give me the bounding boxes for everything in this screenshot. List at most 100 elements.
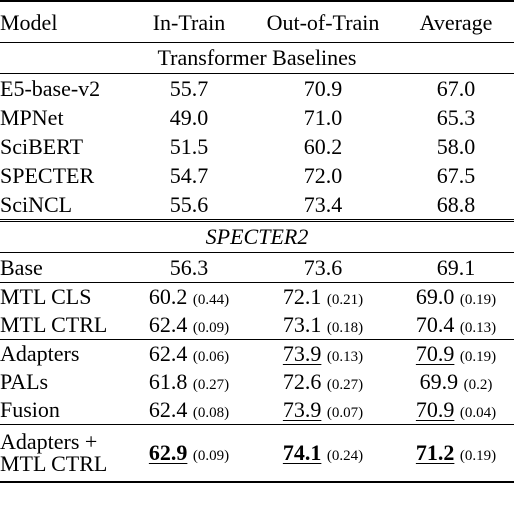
table-row: E5-base-v2 55.7 70.9 67.0 [0, 74, 514, 104]
section-header-specter2: SPECTER2 [0, 219, 514, 253]
table-row: MTL CLS 60.2 (0.44) 72.1 (0.21) 69.0 (0.… [0, 283, 514, 312]
out-of-train-cell: 72.1 (0.21) [248, 283, 398, 312]
header-row: Model In-Train Out-of-Train Average [0, 0, 514, 43]
section-title: Transformer Baselines [0, 42, 514, 74]
in-train-cell: 60.2 (0.44) [130, 283, 248, 312]
in-train-value: 56.3 [130, 252, 248, 283]
average-cell: 71.2 (0.19) [398, 424, 514, 483]
header-in-train: In-Train [130, 0, 248, 43]
average-value: 69.0 [415, 284, 455, 309]
out-of-train-std: (0.13) [326, 349, 364, 365]
out-of-train-value: 72.6 [282, 369, 322, 394]
in-train-value: 60.2 [148, 284, 188, 309]
table-row: Fusion 62.4 (0.08) 73.9 (0.07) 70.9 (0.0… [0, 396, 514, 425]
out-of-train-value: 73.6 [248, 252, 398, 283]
average-cell: 70.4 (0.13) [398, 311, 514, 340]
average-value: 67.5 [436, 162, 476, 188]
out-of-train-value: 72.0 [303, 162, 343, 188]
model-name: Fusion [0, 396, 130, 425]
out-of-train-value: 73.9 [282, 397, 322, 422]
average-value: 65.3 [436, 104, 476, 130]
model-name: SciBERT [0, 133, 84, 159]
out-of-train-value: 74.1 [282, 440, 322, 465]
out-of-train-value: 60.2 [303, 133, 343, 159]
in-train-value: 49.0 [169, 104, 209, 130]
in-train-value: 54.7 [169, 162, 209, 188]
section-title: SPECTER2 [0, 219, 514, 253]
in-train-value: 55.6 [169, 191, 209, 217]
out-of-train-std: (0.07) [326, 405, 364, 421]
out-of-train-cell: 72.6 (0.27) [248, 368, 398, 396]
average-value: 68.8 [436, 191, 476, 217]
in-train-value: 51.5 [169, 133, 209, 159]
average-value: 58.0 [436, 133, 476, 159]
in-train-value: 61.8 [148, 369, 188, 394]
out-of-train-std: (0.18) [326, 320, 364, 336]
average-std: (0.2) [463, 377, 493, 393]
in-train-std: (0.06) [192, 349, 230, 365]
out-of-train-cell: 73.9 (0.07) [248, 396, 398, 425]
out-of-train-value: 70.9 [303, 75, 343, 101]
header-model: Model [0, 0, 130, 43]
in-train-std: (0.44) [192, 292, 230, 308]
table-row: Adapters 62.4 (0.06) 73.9 (0.13) 70.9 (0… [0, 340, 514, 369]
out-of-train-std: (0.27) [326, 377, 364, 393]
header-average: Average [398, 0, 514, 43]
model-name: MTL CTRL [0, 311, 130, 340]
out-of-train-std: (0.24) [326, 448, 364, 464]
in-train-value: 62.4 [148, 397, 188, 422]
in-train-value: 55.7 [169, 75, 209, 101]
in-train-cell: 62.4 (0.08) [130, 396, 248, 425]
average-std: (0.13) [459, 320, 497, 336]
in-train-std: (0.08) [192, 405, 230, 421]
average-value: 67.0 [436, 75, 476, 101]
average-value: 69.1 [398, 252, 514, 283]
out-of-train-cell: 73.1 (0.18) [248, 311, 398, 340]
average-std: (0.04) [459, 405, 497, 421]
average-std: (0.19) [459, 448, 497, 464]
average-cell: 70.9 (0.04) [398, 396, 514, 425]
out-of-train-value: 73.9 [282, 341, 322, 366]
table-row: SciNCL 55.6 73.4 68.8 [0, 190, 514, 221]
average-value: 70.9 [415, 397, 455, 422]
model-name: MTL CLS [0, 284, 92, 309]
in-train-std: (0.09) [192, 320, 230, 336]
model-name: SPECTER [0, 162, 95, 188]
table-row: SciBERT 51.5 60.2 58.0 [0, 132, 514, 161]
out-of-train-value: 72.1 [282, 284, 322, 309]
out-of-train-cell: 74.1 (0.24) [248, 424, 398, 483]
model-name: E5-base-v2 [0, 75, 101, 101]
table-row: SPECTER 54.7 72.0 67.5 [0, 161, 514, 190]
out-of-train-std: (0.21) [326, 292, 364, 308]
average-value: 69.9 [419, 369, 459, 394]
model-name: SciNCL [0, 191, 73, 217]
out-of-train-value: 73.4 [303, 191, 343, 217]
table-row: MTL CTRL 62.4 (0.09) 73.1 (0.18) 70.4 (0… [0, 311, 514, 340]
table-row-best: Adapters + MTL CTRL 62.9 (0.09) 74.1 (0.2… [0, 424, 514, 483]
in-train-value: 62.9 [148, 440, 188, 465]
model-name: Base [0, 252, 130, 283]
average-value: 71.2 [415, 440, 455, 465]
results-table: Model In-Train Out-of-Train Average Tran… [0, 0, 514, 483]
in-train-value: 62.4 [148, 341, 188, 366]
average-std: (0.19) [459, 349, 497, 365]
out-of-train-cell: 73.9 (0.13) [248, 340, 398, 369]
in-train-cell: 61.8 (0.27) [130, 368, 248, 396]
in-train-value: 62.4 [148, 312, 188, 337]
out-of-train-value: 73.1 [282, 312, 322, 337]
section-header-transformer-baselines: Transformer Baselines [0, 42, 514, 74]
model-name: Adapters [0, 341, 80, 366]
average-cell: 69.9 (0.2) [398, 368, 514, 396]
in-train-cell: 62.4 (0.06) [130, 340, 248, 369]
model-name: PALs [0, 369, 49, 394]
model-name: Adapters + MTL CTRL [0, 424, 130, 483]
table-row: Base 56.3 73.6 69.1 [0, 252, 514, 283]
header-out-of-train: Out-of-Train [248, 0, 398, 43]
in-train-cell: 62.4 (0.09) [130, 311, 248, 340]
average-std: (0.19) [459, 292, 497, 308]
out-of-train-value: 71.0 [303, 104, 343, 130]
average-cell: 70.9 (0.19) [398, 340, 514, 369]
in-train-cell: 62.9 (0.09) [130, 424, 248, 483]
model-name-line2: MTL CTRL [0, 451, 108, 476]
in-train-std: (0.27) [192, 377, 230, 393]
